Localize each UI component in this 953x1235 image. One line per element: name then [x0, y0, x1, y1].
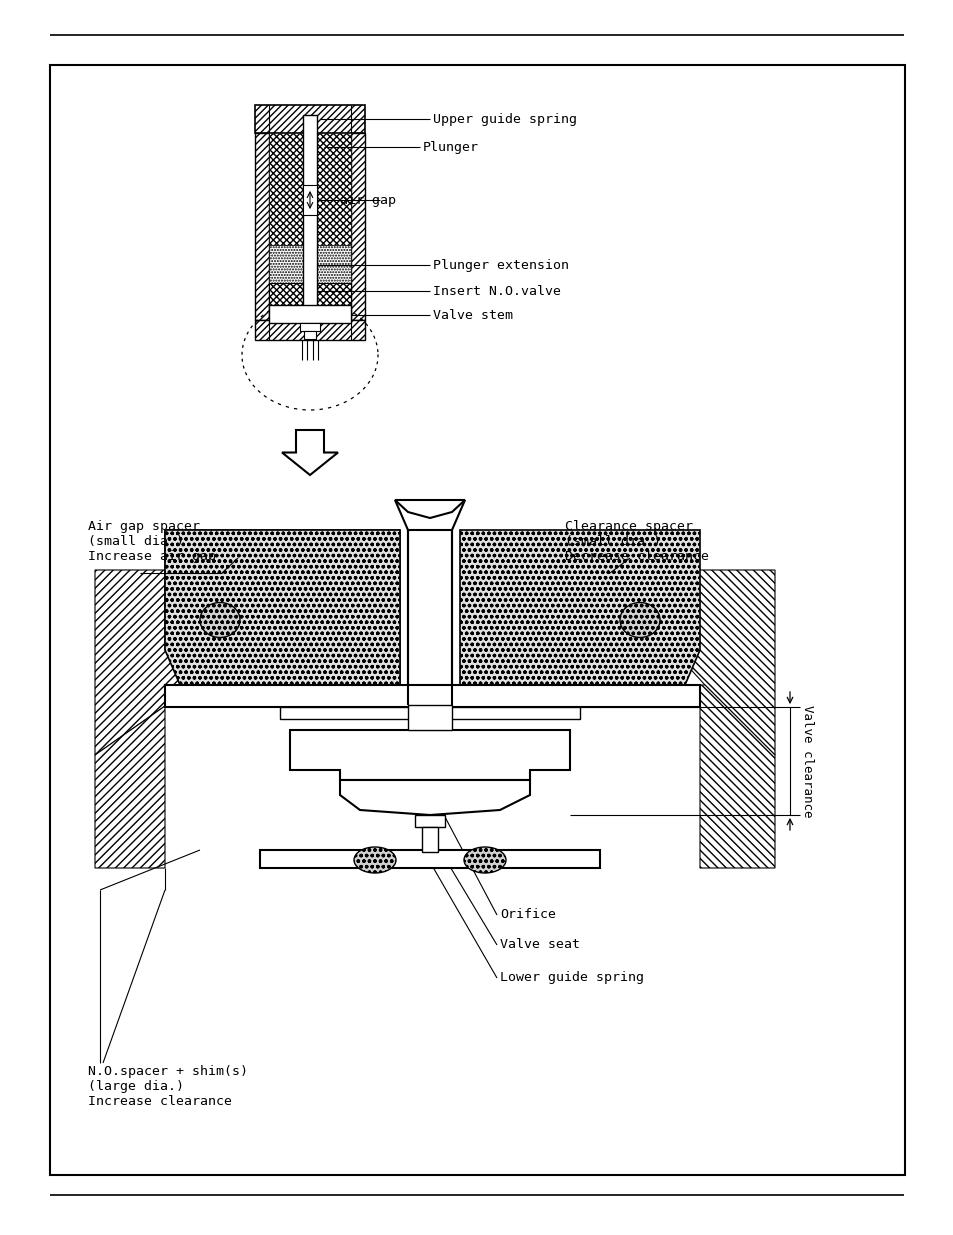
Ellipse shape [354, 847, 395, 873]
Polygon shape [165, 530, 399, 685]
Polygon shape [269, 245, 303, 283]
Polygon shape [316, 283, 351, 305]
Text: Air gap spacer
(small dia.)
Increase air gap: Air gap spacer (small dia.) Increase air… [88, 520, 215, 563]
Ellipse shape [200, 603, 240, 637]
Bar [299, 324, 319, 331]
Polygon shape [459, 530, 700, 685]
Text: N.O.spacer + shim(s)
(large dia.)
Increase clearance: N.O.spacer + shim(s) (large dia.) Increa… [88, 1065, 248, 1108]
Bar [260, 850, 599, 868]
Polygon shape [316, 245, 351, 283]
Bar [280, 706, 579, 719]
Text: Valve clearance: Valve clearance [801, 705, 814, 818]
Text: Upper guide spring: Upper guide spring [433, 112, 577, 126]
Bar [415, 815, 444, 827]
Polygon shape [290, 730, 569, 781]
Text: Valve stem: Valve stem [433, 309, 513, 321]
Polygon shape [339, 781, 530, 815]
Text: Orifice: Orifice [499, 909, 556, 921]
Polygon shape [269, 133, 303, 245]
Bar [303, 115, 316, 330]
Bar [421, 827, 437, 852]
Text: Plunger extension: Plunger extension [433, 258, 568, 272]
Text: Insert N.O.valve: Insert N.O.valve [433, 284, 560, 298]
Text: Plunger: Plunger [422, 141, 478, 153]
Polygon shape [282, 430, 337, 475]
Text: air gap: air gap [339, 194, 395, 206]
Polygon shape [254, 133, 269, 320]
Polygon shape [269, 283, 303, 305]
Polygon shape [316, 133, 351, 245]
Text: Clearance spacer
(small dia.)
Decrease clearance: Clearance spacer (small dia.) Decrease c… [564, 520, 708, 563]
Polygon shape [95, 685, 194, 868]
Polygon shape [599, 571, 774, 755]
Bar [269, 305, 351, 324]
Polygon shape [351, 133, 365, 320]
Bar [408, 705, 452, 730]
Polygon shape [684, 685, 774, 868]
Polygon shape [254, 320, 365, 340]
Polygon shape [165, 530, 399, 685]
Bar [165, 685, 700, 706]
Bar [304, 331, 315, 338]
Polygon shape [95, 571, 260, 755]
Bar [50, 65, 904, 1174]
Bar [303, 185, 316, 215]
Ellipse shape [463, 847, 505, 873]
Polygon shape [395, 500, 464, 517]
Bar [408, 530, 452, 705]
Ellipse shape [619, 603, 659, 637]
Text: Valve seat: Valve seat [499, 939, 579, 951]
Text: Lower guide spring: Lower guide spring [499, 972, 643, 984]
Polygon shape [254, 105, 365, 133]
